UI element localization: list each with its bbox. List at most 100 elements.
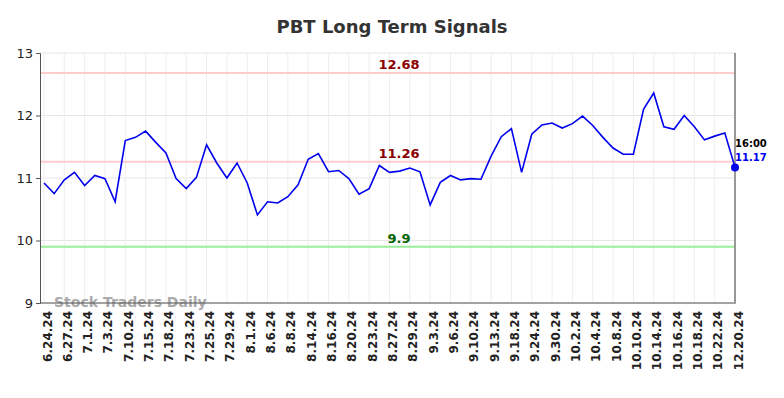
- y-tick: 11: [16, 171, 40, 186]
- grid: [40, 53, 736, 303]
- reference-label: 12.68: [378, 57, 419, 72]
- x-tick: 8.16.24: [325, 303, 339, 362]
- x-tick-label: 8.1.24: [244, 311, 258, 354]
- x-tick: 10.22.24: [711, 303, 725, 370]
- x-axis: 6.24.24 6.27.24 7.1.24 7.3.24 7.10.24 7.15.24…: [40, 303, 746, 370]
- x-tick: 10.16.24: [671, 303, 685, 370]
- grid-line-x: [531, 53, 532, 303]
- x-tick-label: 10.14.24: [650, 311, 664, 370]
- x-tick: 7.18.24: [162, 303, 176, 362]
- x-tick: 6.24.24: [41, 303, 55, 362]
- y-tick-label: 10: [16, 233, 33, 248]
- grid-line-x: [511, 53, 512, 303]
- grid-line-x: [287, 53, 288, 303]
- x-tick-label: 10.10.24: [630, 311, 644, 370]
- x-tick: 10.18.24: [691, 303, 705, 370]
- y-tick-mark: [36, 178, 40, 179]
- grid-line-x: [206, 53, 207, 303]
- x-tick: 8.6.24: [264, 303, 278, 354]
- x-tick-label: 7.3.24: [101, 311, 115, 354]
- x-tick-label: 10.8.24: [610, 311, 624, 362]
- x-tick-label: 8.23.24: [366, 311, 380, 362]
- x-tick-label: 10.2.24: [569, 311, 583, 362]
- x-tick: 8.29.24: [406, 303, 420, 362]
- grid-line-x: [389, 53, 390, 303]
- plot: [44, 93, 735, 215]
- x-tick: 7.1.24: [81, 303, 95, 354]
- x-tick-label: 8.6.24: [264, 311, 278, 354]
- x-tick-label: 6.24.24: [41, 311, 55, 362]
- x-tick: 7.3.24: [101, 303, 115, 354]
- x-tick: 6.27.24: [61, 303, 75, 362]
- x-tick-label: 9.10.24: [467, 311, 481, 362]
- y-tick-label: 12: [16, 108, 33, 123]
- y-tick: 10: [16, 233, 40, 248]
- reference-line: [40, 246, 736, 248]
- grid-line-x: [735, 53, 736, 303]
- y-tick: 12: [16, 108, 40, 123]
- x-tick: 10.4.24: [589, 303, 603, 362]
- y-tick-label: 13: [16, 46, 33, 61]
- x-tick-label: 10.18.24: [691, 311, 705, 370]
- x-tick-label: 8.8.24: [284, 311, 298, 354]
- grid-line-y: [40, 178, 736, 179]
- y-tick-mark: [36, 53, 40, 54]
- grid-line-x: [714, 53, 715, 303]
- grid-line-x: [247, 53, 248, 303]
- y-tick-mark: [36, 303, 40, 304]
- grid-line-x: [409, 53, 410, 303]
- reference-label: 9.9: [387, 231, 410, 246]
- y-tick-label: 9: [25, 296, 33, 311]
- x-tick: 9.3.24: [427, 303, 441, 354]
- grid-line-x: [64, 53, 65, 303]
- x-tick-label: 9.3.24: [427, 311, 441, 354]
- x-tick: 10.8.24: [610, 303, 624, 362]
- x-tick: 10.14.24: [650, 303, 664, 370]
- reference-lines: [40, 73, 736, 247]
- x-tick: 7.29.24: [223, 303, 237, 362]
- grid-line-x: [592, 53, 593, 303]
- grid-line-x: [186, 53, 187, 303]
- y-tick-mark: [36, 241, 40, 242]
- x-tick-label: 7.1.24: [81, 311, 95, 354]
- grid-line-x: [430, 53, 431, 303]
- x-tick-label: 9.6.24: [447, 311, 461, 354]
- grid-line-x: [491, 53, 492, 303]
- x-tick-label: 9.24.24: [528, 311, 542, 362]
- x-tick-label: 9.18.24: [508, 311, 522, 362]
- grid-line-x: [674, 53, 675, 303]
- x-tick: 12.20.24: [732, 303, 746, 370]
- grid-line-x: [267, 53, 268, 303]
- x-tick-label: 7.29.24: [223, 311, 237, 362]
- x-tick-label: 7.23.24: [183, 311, 197, 362]
- x-tick-label: 7.25.24: [203, 311, 217, 362]
- reference-line: [40, 161, 736, 163]
- grid-line-x: [125, 53, 126, 303]
- x-tick-label: 7.10.24: [122, 311, 136, 362]
- y-tick: 9: [25, 296, 40, 311]
- y-tick: 13: [16, 46, 40, 61]
- y-axis: 9 10 11 12 13: [16, 46, 40, 311]
- y-axis-line: [36, 54, 41, 304]
- grid-line-x: [653, 53, 654, 303]
- grid-line-x: [694, 53, 695, 303]
- x-tick-label: 9.13.24: [488, 311, 502, 362]
- grid-line-x: [44, 53, 45, 303]
- x-tick: 7.23.24: [183, 303, 197, 362]
- grid-line-x: [84, 53, 85, 303]
- y-tick-label: 11: [16, 171, 33, 186]
- x-tick: 8.1.24: [244, 303, 258, 354]
- grid-line-y: [40, 303, 736, 304]
- grid-line-y: [40, 115, 736, 116]
- x-tick-label: 12.20.24: [732, 311, 746, 370]
- x-tick: 9.24.24: [528, 303, 542, 362]
- grid-line-x: [369, 53, 370, 303]
- reference-label: 11.26: [378, 146, 419, 161]
- watermark: Stock Traders Daily: [54, 294, 207, 310]
- x-tick: 9.30.24: [549, 303, 563, 362]
- last-value-label: 11.17: [735, 152, 767, 163]
- grid-line-x: [450, 53, 451, 303]
- x-tick-label: 8.27.24: [386, 311, 400, 362]
- x-tick: 7.10.24: [122, 303, 136, 362]
- x-tick-label: 7.15.24: [142, 311, 156, 362]
